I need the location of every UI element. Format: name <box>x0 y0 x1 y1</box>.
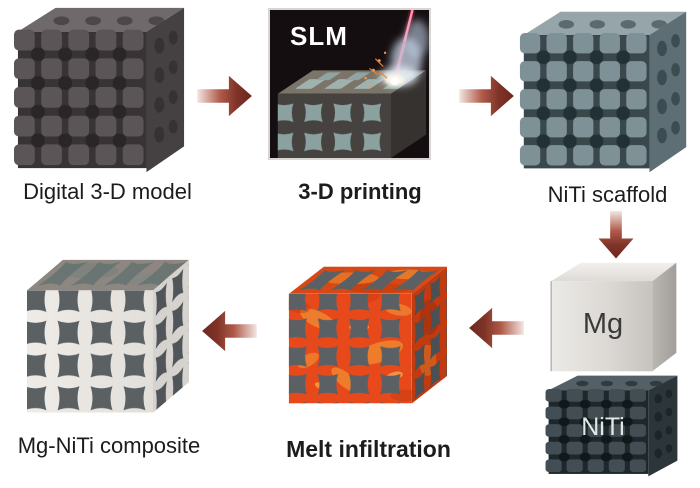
digital-model-label: Digital 3-D model <box>23 179 192 204</box>
arrow-left-icon <box>202 310 257 352</box>
melt-infiltration-label: Melt infiltration <box>286 436 451 462</box>
mg-block-illustration <box>550 262 677 372</box>
melt-infiltration-illustration <box>288 266 448 404</box>
slm-badge: SLM <box>290 21 348 51</box>
niti-block-label: NiTi <box>581 413 625 441</box>
arrow-right-icon <box>197 75 252 117</box>
printing-label: 3-D printing <box>298 179 422 204</box>
arrow-left-icon <box>469 307 524 349</box>
arrow-down-icon <box>598 211 634 259</box>
slm-printing-panel <box>268 8 431 160</box>
composite-label: Mg-NiTi composite <box>17 433 201 458</box>
niti-scaffold-illustration <box>519 11 687 173</box>
scaffold-label: NiTi scaffold <box>547 182 668 207</box>
digital-model-illustration <box>13 7 185 173</box>
composite-illustration <box>27 259 189 413</box>
slm-printing-illustration <box>270 10 429 158</box>
arrow-right-icon <box>459 75 514 117</box>
mg-block-label: Mg <box>582 308 624 340</box>
